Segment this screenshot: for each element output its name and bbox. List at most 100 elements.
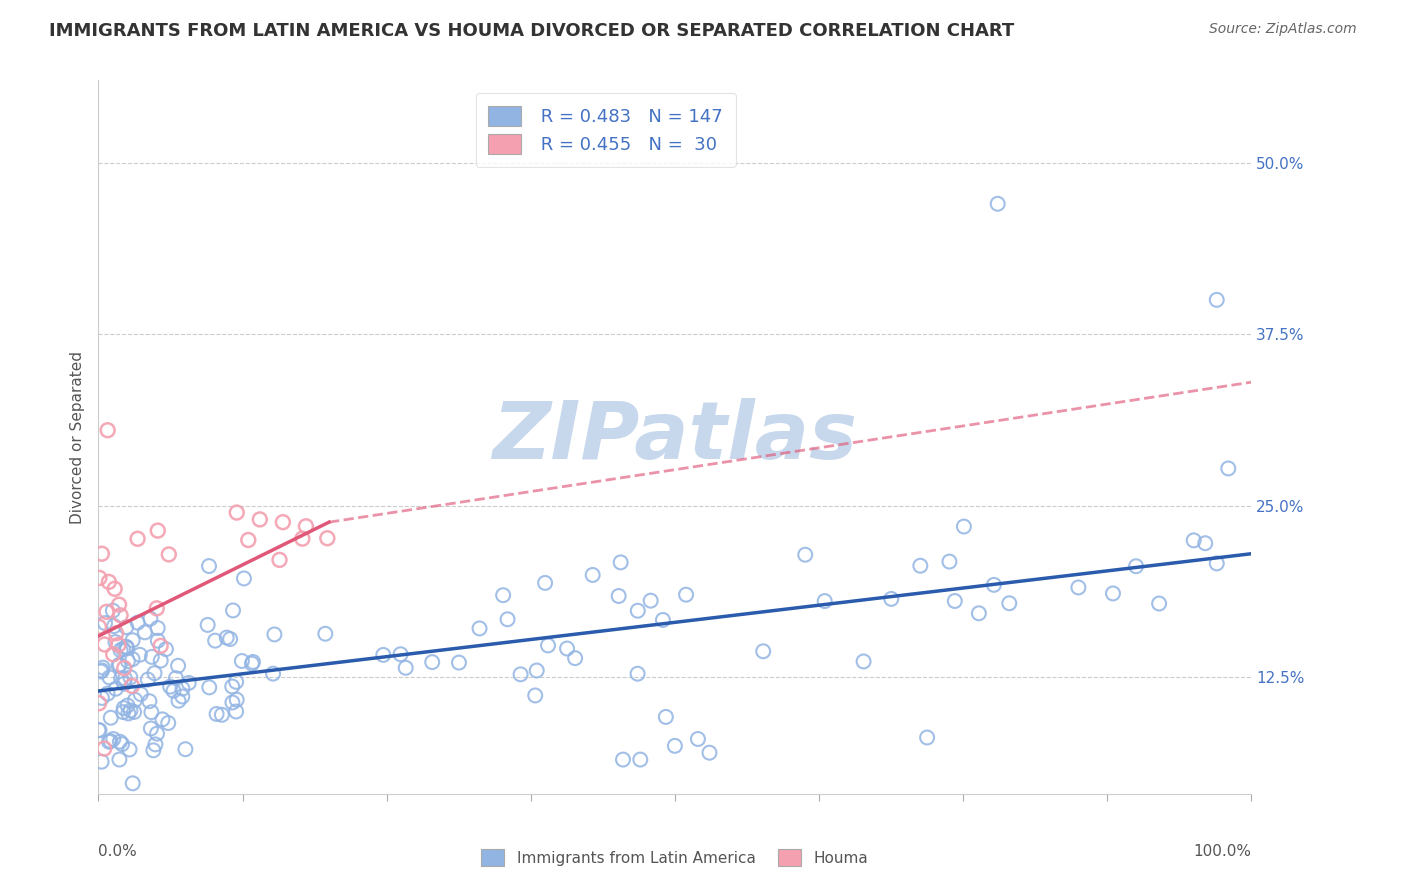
Point (157, 548, 180, 562)
Point (146, 633, 169, 648)
Legend: Immigrants from Latin America, Houma: Immigrants from Latin America, Houma (475, 843, 875, 871)
Point (231, 654, 253, 668)
Point (89, 723, 111, 738)
Point (121, 652, 143, 666)
Text: IMMIGRANTS FROM LATIN AMERICA VS HOUMA DIVORCED OR SEPARATED CORRELATION CHART: IMMIGRANTS FROM LATIN AMERICA VS HOUMA D… (49, 22, 1015, 40)
Point (686, 731, 709, 746)
Point (640, 593, 662, 607)
Point (117, 654, 139, 668)
Point (225, 674, 247, 689)
Point (103, 619, 125, 633)
Point (1205, 557, 1227, 571)
Point (146, 621, 169, 635)
Point (752, 644, 775, 658)
Point (145, 738, 167, 752)
Point (134, 625, 156, 640)
Point (152, 712, 174, 726)
Point (582, 568, 605, 582)
Point (222, 603, 245, 617)
Point (157, 716, 180, 731)
Point (627, 604, 650, 618)
Point (953, 519, 976, 533)
Point (98, 670, 121, 684)
Point (115, 641, 138, 656)
Point (447, 656, 470, 670)
Point (107, 638, 129, 652)
Point (987, 196, 1010, 211)
Point (115, 640, 138, 655)
Point (108, 753, 131, 767)
Point (1102, 586, 1125, 600)
Point (141, 649, 163, 664)
Point (626, 666, 648, 681)
Point (112, 705, 135, 719)
Point (97, 687, 120, 701)
Point (794, 548, 817, 562)
Point (90, 665, 112, 679)
Point (167, 694, 190, 708)
Point (496, 612, 519, 626)
Text: 100.0%: 100.0% (1194, 844, 1251, 859)
Point (91, 664, 114, 678)
Point (205, 706, 228, 721)
Point (93, 638, 115, 652)
Point (699, 746, 721, 760)
Point (111, 737, 134, 751)
Point (146, 524, 169, 538)
Point (121, 776, 143, 790)
Point (655, 710, 678, 724)
Point (108, 657, 131, 672)
Point (108, 598, 131, 612)
Point (117, 706, 139, 721)
Point (938, 555, 960, 569)
Point (271, 515, 294, 529)
Point (221, 680, 243, 694)
Point (141, 705, 163, 719)
Point (198, 559, 221, 574)
Point (97, 423, 120, 437)
Point (146, 726, 169, 740)
Point (1147, 597, 1170, 611)
Point (1182, 533, 1205, 548)
Point (174, 742, 197, 756)
Point (128, 648, 150, 662)
Point (90, 690, 112, 705)
Point (165, 671, 187, 685)
Point (90, 755, 112, 769)
Point (172, 681, 194, 696)
Point (198, 681, 221, 695)
Point (149, 654, 172, 668)
Point (215, 631, 238, 645)
Point (814, 594, 837, 608)
Point (124, 693, 146, 707)
Point (249, 512, 271, 526)
Point (142, 743, 165, 757)
Point (139, 612, 162, 626)
Point (534, 575, 557, 590)
Point (468, 622, 491, 636)
Point (295, 519, 318, 533)
Point (121, 679, 143, 693)
Point (172, 690, 194, 704)
Point (100, 734, 122, 748)
Text: ZIPatlas: ZIPatlas (492, 398, 858, 476)
Point (97, 574, 120, 589)
Point (967, 607, 990, 621)
Point (89, 571, 111, 585)
Point (122, 705, 145, 719)
Text: Source: ZipAtlas.com: Source: ZipAtlas.com (1209, 22, 1357, 37)
Point (108, 735, 131, 749)
Point (118, 742, 141, 756)
Point (138, 694, 160, 708)
Point (103, 731, 125, 746)
Point (103, 648, 125, 662)
Point (910, 558, 932, 573)
Point (121, 633, 143, 648)
Point (316, 531, 339, 545)
Point (139, 722, 162, 736)
Point (105, 626, 128, 640)
Point (628, 753, 651, 767)
Point (162, 683, 184, 698)
Point (225, 692, 247, 706)
Point (112, 661, 135, 675)
